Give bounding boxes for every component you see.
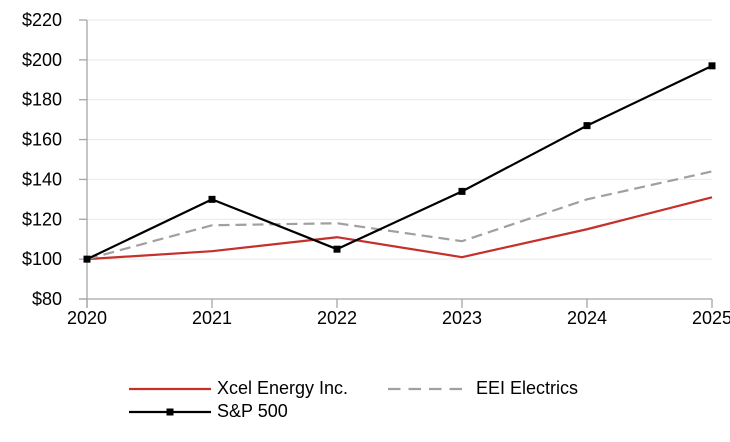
series-marker <box>333 245 341 253</box>
y-tick-label: $100 <box>22 249 62 269</box>
legend-row: Xcel Energy Inc. EEI Electrics <box>129 378 578 399</box>
y-tick-label: $140 <box>22 169 62 189</box>
x-tick-label: 2022 <box>317 308 357 328</box>
y-tick-label: $220 <box>22 10 62 30</box>
x-tick-label: 2023 <box>442 308 482 328</box>
y-tick-label: $80 <box>32 289 62 309</box>
legend-item-eei: EEI Electrics <box>388 378 578 399</box>
legend-item-sp500: S&P 500 <box>129 401 388 422</box>
series-marker <box>583 122 591 130</box>
series-marker <box>208 195 216 203</box>
legend-row: S&P 500 <box>129 401 578 422</box>
x-tick-label: 2020 <box>67 308 107 328</box>
x-tick-label: 2021 <box>192 308 232 328</box>
series-marker <box>458 187 466 195</box>
legend-label-sp500: S&P 500 <box>217 401 288 421</box>
eei-dashed-line-swatch-icon <box>388 387 470 390</box>
xcel-line-swatch-icon <box>129 387 211 390</box>
sp500-line-marker-swatch-icon <box>129 408 211 415</box>
series-line-0 <box>86 196 713 261</box>
legend-item-xcel: Xcel Energy Inc. <box>129 378 388 399</box>
legend-label-eei: EEI Electrics <box>476 378 579 398</box>
series-marker <box>708 62 716 70</box>
legend: Xcel Energy Inc. EEI Electrics S&P 500 <box>129 378 578 422</box>
y-tick-label: $120 <box>22 209 62 229</box>
y-tick-label: $180 <box>22 90 62 110</box>
x-tick-label: 2025 <box>692 308 730 328</box>
y-tick-label: $200 <box>22 50 62 70</box>
y-tick-label: $160 <box>22 130 62 150</box>
series-line-1 <box>86 170 713 261</box>
legend-swatch-marker <box>166 408 174 415</box>
legend-label-xcel: Xcel Energy Inc. <box>217 378 349 398</box>
x-tick-label: 2024 <box>567 308 607 328</box>
series-line-2 <box>86 64 713 261</box>
series-marker <box>83 255 91 263</box>
